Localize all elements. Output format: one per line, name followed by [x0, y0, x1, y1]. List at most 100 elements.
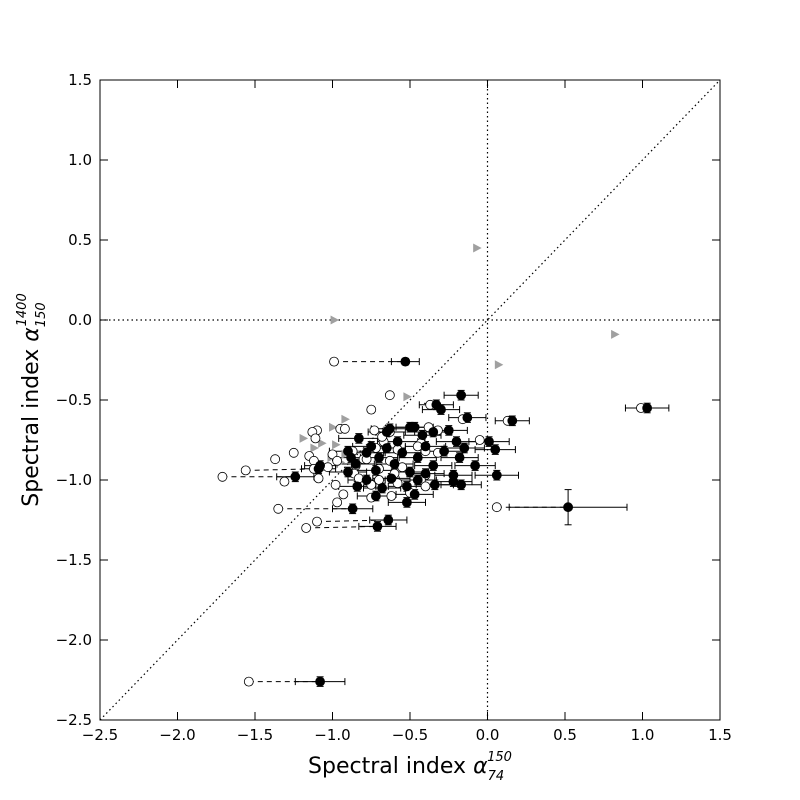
filled-point	[370, 491, 381, 501]
filled-point	[456, 390, 467, 401]
triangle-point	[494, 360, 504, 370]
open-circle-markers	[217, 356, 646, 687]
triangle-point	[330, 315, 340, 325]
filled-point	[417, 430, 428, 441]
filled-point	[374, 452, 384, 463]
filled-point	[389, 459, 400, 469]
filled-point	[350, 459, 361, 469]
filled-point	[353, 433, 364, 444]
triangle-point	[403, 392, 412, 402]
filled-point	[392, 436, 403, 447]
filled-point	[507, 415, 518, 426]
filled-point	[443, 425, 454, 436]
y-tick-label: −1.0	[56, 471, 92, 489]
filled-point	[401, 481, 412, 492]
filled-point	[361, 447, 372, 458]
filled-point	[409, 489, 420, 500]
filled-point	[352, 481, 363, 492]
open-point	[313, 473, 324, 484]
open-point	[240, 465, 251, 476]
filled-point	[313, 463, 324, 474]
dashed-links	[222, 361, 648, 683]
x-tick-label: −0.5	[392, 726, 428, 744]
error-bars	[276, 357, 670, 687]
filled-point	[439, 446, 450, 457]
open-point	[279, 476, 290, 487]
open-point	[310, 433, 321, 444]
y-tick-label: −1.5	[56, 551, 92, 569]
y-tick-label: 0.5	[68, 231, 92, 249]
triangle-point	[318, 438, 327, 448]
filled-point	[484, 436, 494, 447]
filled-point	[361, 475, 372, 485]
open-point	[270, 454, 281, 465]
x-tick-label: 1.0	[631, 726, 655, 744]
filled-point	[491, 470, 502, 481]
x-tick-label: 0.0	[476, 726, 500, 744]
triangle-point	[299, 433, 309, 443]
y-tick-label: −2.5	[56, 711, 92, 729]
filled-point	[420, 441, 431, 452]
open-point	[386, 491, 397, 501]
y-tick-label: −0.5	[56, 391, 92, 409]
filled-point	[412, 475, 423, 485]
open-point	[338, 489, 349, 500]
filled-point	[490, 444, 501, 455]
filled-point	[397, 447, 408, 458]
filled-point	[315, 676, 326, 687]
open-point	[273, 503, 284, 514]
filled-point	[428, 460, 439, 471]
y-tick-label: −2.0	[56, 631, 92, 649]
filled-point	[420, 468, 431, 479]
filled-point	[386, 473, 397, 484]
filled-point	[563, 502, 573, 513]
filled-point	[383, 515, 394, 525]
filled-point	[454, 452, 465, 463]
filled-point	[405, 467, 415, 477]
open-point	[332, 497, 343, 508]
filled-point	[462, 412, 473, 423]
filled-circle-markers	[290, 356, 653, 687]
triangle-point	[332, 440, 341, 450]
filled-point	[470, 460, 481, 471]
filled-point	[347, 503, 358, 514]
y-tick-label: 1.5	[68, 71, 92, 89]
open-point	[312, 516, 322, 527]
triangle-markers	[299, 243, 620, 467]
triangle-point	[310, 443, 319, 453]
open-point	[301, 523, 312, 533]
open-point	[420, 481, 431, 492]
y-tick-label: 0.0	[68, 311, 92, 329]
dashed-link	[316, 519, 389, 523]
x-tick-label: −2.0	[159, 726, 195, 744]
filled-point	[370, 465, 381, 476]
filled-point	[290, 471, 301, 482]
x-tick-label: −1.5	[237, 726, 273, 744]
open-point	[217, 471, 228, 482]
filled-point	[377, 483, 388, 493]
open-point	[474, 435, 485, 445]
open-point	[288, 447, 299, 458]
open-point	[329, 356, 339, 367]
triangle-point	[329, 422, 338, 432]
open-point	[366, 404, 377, 415]
filled-point	[451, 436, 462, 447]
filled-point	[436, 404, 446, 415]
filled-point	[372, 521, 383, 532]
x-tick-label: 1.5	[708, 726, 732, 744]
open-point	[491, 502, 502, 513]
open-point	[339, 423, 350, 434]
filled-point	[381, 443, 392, 453]
open-point	[330, 479, 341, 490]
one-to-one-line	[99, 79, 721, 721]
x-tick-label: −1.0	[314, 726, 350, 744]
y-axis-title: Spectral index α1501400	[15, 293, 49, 506]
filled-point	[400, 356, 411, 367]
open-point	[243, 676, 254, 687]
axis-ticks: −2.5 −2.0 −1.5 −1.0 −0.5 0.0 0.5 1.0 1.5 −2.5 −2.0…	[56, 71, 732, 744]
triangle-point	[341, 414, 350, 424]
open-point	[369, 425, 380, 436]
filled-point	[409, 422, 420, 433]
filled-point	[381, 427, 392, 437]
